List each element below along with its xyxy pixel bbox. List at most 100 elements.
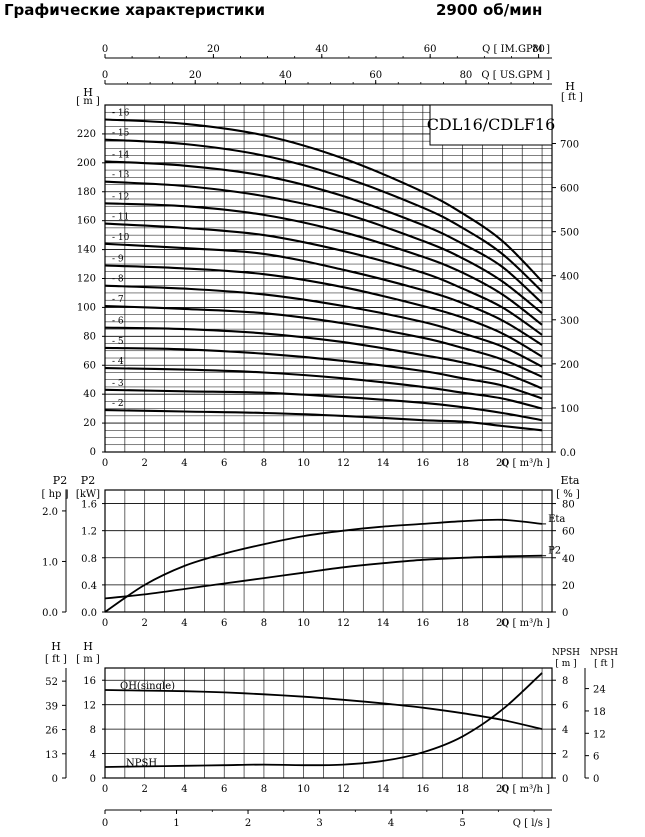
- y-tick-label-ft: 0.0: [560, 448, 576, 459]
- npsh-ft-tick-label: 0: [593, 774, 599, 785]
- kw-tick-label: 0.8: [81, 554, 97, 565]
- y-tick-label-ft: 600: [560, 184, 579, 195]
- model-box: [429, 104, 553, 146]
- top-axis-im-gpm-tick-label: 40: [315, 44, 328, 55]
- x-tick-label: 4: [181, 784, 187, 795]
- top-axis-im-gpm-tick-label: 80: [532, 44, 545, 55]
- x-tick-label: 12: [337, 784, 350, 795]
- npsh-m-tick-label: 2: [562, 750, 568, 761]
- y-tick-label-m: 160: [77, 216, 96, 227]
- stage-curve-3: [104, 388, 543, 422]
- x-tick-label: 18: [456, 618, 469, 629]
- stage-label-15: - 15: [112, 129, 130, 139]
- stage-label-11: - 11: [112, 213, 129, 223]
- top-axis-us-gpm-tick-label: 20: [189, 70, 202, 81]
- top-axis-us-gpm-tick-label: 40: [279, 70, 292, 81]
- eta-axis-label: Eta: [560, 474, 579, 487]
- y-tick-label-ft: 200: [560, 360, 579, 371]
- h-ft-tick-label: 52: [45, 677, 58, 688]
- ls-axis-label: Q [ l/s ]: [513, 818, 550, 829]
- stage-label-5: - 5: [112, 337, 124, 347]
- x-tick-label: 6: [221, 784, 227, 795]
- stage-curve-12: [104, 202, 543, 326]
- ls-tick-label: 3: [316, 818, 322, 829]
- top-axis-im-gpm-tick-label: 20: [207, 44, 220, 55]
- stage-curve-2: [104, 409, 543, 432]
- x-axis-label: Q [ m³/h ]: [501, 458, 550, 469]
- h-m-tick-label: 8: [90, 725, 96, 736]
- kw-axis-label: P2: [81, 474, 95, 487]
- npsh-ft-axis-unit: [ ft ]: [594, 659, 614, 669]
- h-m-tick-label: 4: [90, 750, 96, 761]
- eta-axis-unit: [ % ]: [556, 489, 580, 500]
- npsh-ft-axis-label: NPSH: [590, 648, 618, 658]
- stage-label-9: - 9: [112, 254, 124, 264]
- x-tick-label: 2: [142, 458, 148, 469]
- x-tick-label: 6: [221, 618, 227, 629]
- y-tick-label-m: 20: [83, 418, 96, 429]
- x-tick-label: 14: [377, 784, 390, 795]
- top-axis-us-gpm-tick-label: 80: [460, 70, 473, 81]
- y-tick-label-m: 40: [83, 389, 96, 400]
- x-tick-label: 12: [337, 618, 350, 629]
- eta-tick-label: 20: [562, 581, 575, 592]
- h-ft-tick-label: 39: [45, 701, 58, 712]
- stage-label-13: - 13: [112, 171, 130, 181]
- x-tick-label: 2: [142, 618, 148, 629]
- kw-tick-label: 1.2: [81, 527, 97, 538]
- stage-label-6: - 6: [112, 317, 124, 327]
- h-m-axis-label: H: [83, 640, 93, 653]
- x-tick-label: 8: [261, 784, 267, 795]
- series-npsh: [104, 672, 543, 768]
- npsh-ft-tick-label: 6: [593, 752, 599, 763]
- speed-label: 2900 об/мин: [436, 1, 543, 19]
- stage-curve-16: [104, 118, 543, 283]
- x-tick-label: 12: [337, 458, 350, 469]
- x-tick-label: 2: [142, 784, 148, 795]
- npsh-m-tick-label: 6: [562, 701, 568, 712]
- x-tick-label: 0: [102, 618, 108, 629]
- hp-axis-label: P2: [53, 474, 67, 487]
- ls-tick-label: 0: [102, 818, 108, 829]
- top-axis-im-gpm-tick-label: 60: [424, 44, 437, 55]
- stage-curve-10: [104, 242, 543, 346]
- ls-tick-label: 4: [388, 818, 394, 829]
- series-label-eta: Eta: [548, 514, 565, 525]
- h-ft-tick-label: 0: [52, 774, 58, 785]
- y-tick-label-m: 220: [77, 129, 96, 140]
- stage-curve-6: [104, 326, 543, 390]
- y-tick-label-ft: 500: [560, 228, 579, 239]
- stage-label-14: - 14: [112, 150, 130, 160]
- x-tick-label: 8: [261, 618, 267, 629]
- y-axis-label-h-ft: H: [565, 80, 575, 93]
- series-p2: [104, 554, 543, 600]
- npsh-ft-tick-label: 12: [593, 729, 606, 740]
- stage-curve-14: [104, 160, 543, 304]
- ls-tick-label: 2: [245, 818, 251, 829]
- x-tick-label: 20: [496, 458, 509, 469]
- y-tick-label-m: 200: [77, 158, 96, 169]
- stage-curve-15: [104, 138, 543, 293]
- top-axis-us-gpm-tick-label: 60: [369, 70, 382, 81]
- y-tick-label-ft: 700: [560, 140, 579, 151]
- x-tick-label: 16: [416, 784, 429, 795]
- top-axis-im-gpm-tick-label: 0: [102, 44, 108, 55]
- x-tick-label: 0: [102, 458, 108, 469]
- y-tick-label-m: 80: [83, 331, 96, 342]
- x-tick-label: 10: [297, 618, 310, 629]
- ls-tick-label: 5: [459, 818, 465, 829]
- y-tick-label-m: 180: [77, 187, 96, 198]
- x-tick-label: 4: [181, 618, 187, 629]
- h-ft-tick-label: 13: [45, 750, 58, 761]
- y-tick-label-ft: 100: [560, 404, 579, 415]
- hp-axis-unit: [ hp ]: [41, 489, 68, 500]
- eta-tick-label: 60: [562, 527, 575, 538]
- x-tick-label: 14: [377, 458, 390, 469]
- top-axis-us-gpm-tick-label: 0: [102, 70, 108, 81]
- npsh-m-axis-label: NPSH: [552, 648, 580, 658]
- h-ft-tick-label: 26: [45, 726, 58, 737]
- y-tick-label-ft: 400: [560, 272, 579, 283]
- h-m-axis-unit: [ m ]: [76, 654, 100, 665]
- hp-tick-label: 1.0: [42, 557, 58, 568]
- series-qh-single-: [104, 689, 543, 730]
